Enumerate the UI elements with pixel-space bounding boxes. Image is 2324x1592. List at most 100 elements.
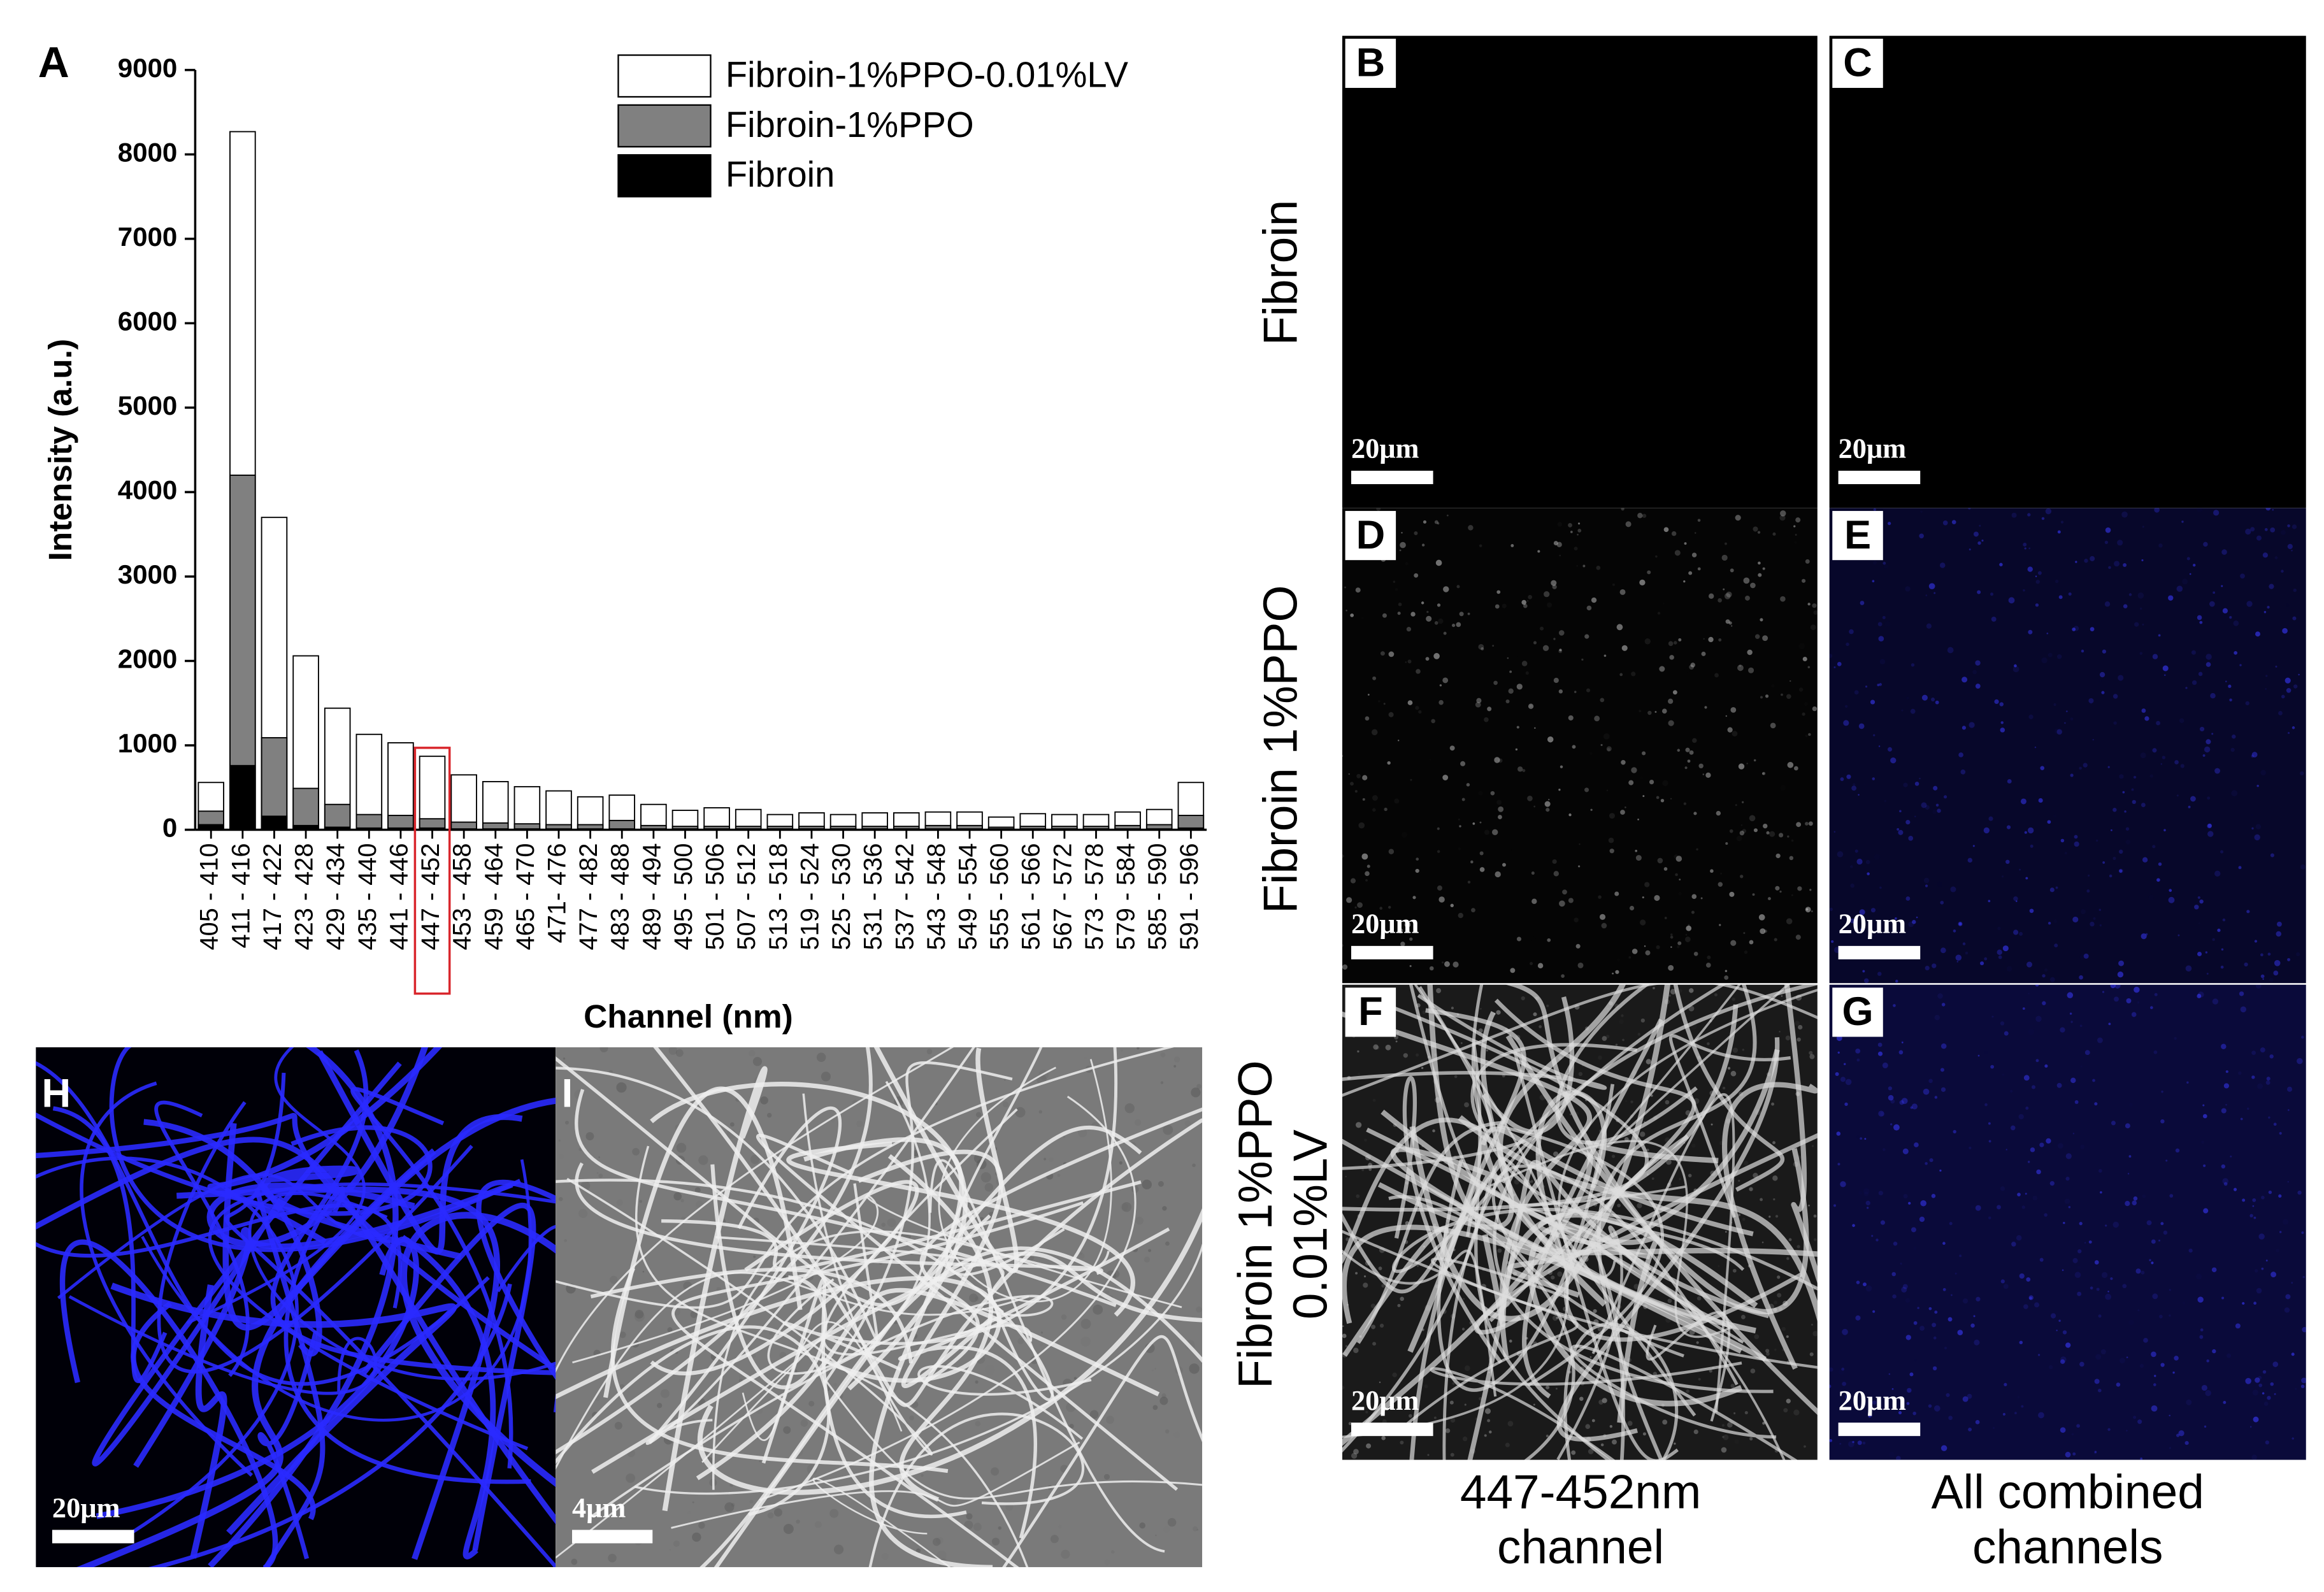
speckle	[1999, 702, 2004, 706]
speckle	[1877, 622, 1883, 627]
speckle	[1516, 684, 1523, 690]
speckle	[673, 1540, 680, 1547]
speckle	[1368, 1160, 1374, 1166]
speckle	[1981, 540, 1984, 542]
speckle	[2065, 1451, 2071, 1458]
speckle	[2189, 573, 2191, 575]
speckle	[1561, 974, 1565, 978]
speckle	[2021, 1205, 2026, 1209]
speckle	[2300, 1384, 2305, 1389]
x-tick-label: 525 - 530	[828, 843, 856, 950]
speckle	[2141, 559, 2144, 562]
speckle	[2119, 1358, 2125, 1364]
fiber	[154, 1100, 250, 1377]
speckle	[1732, 1047, 1739, 1053]
speckle	[1797, 886, 1802, 891]
speckle	[1709, 1369, 1712, 1373]
row-label: Fibroin 1%PPO	[1228, 1060, 1282, 1389]
speckle	[2070, 773, 2074, 777]
speckle	[2070, 1077, 2076, 1084]
speckle	[1577, 962, 1584, 968]
speckle	[1484, 717, 1489, 722]
speckle	[1606, 746, 1612, 752]
speckle	[1159, 1396, 1168, 1405]
speckle	[998, 1526, 1001, 1530]
speckle	[2124, 810, 2127, 813]
speckle	[1934, 1014, 1940, 1021]
speckle	[1696, 822, 1701, 828]
speckle	[1906, 1402, 1910, 1405]
x-axis-label: Channel (nm)	[584, 998, 793, 1035]
speckle	[2281, 694, 2285, 699]
speckle	[1797, 1245, 1800, 1249]
speckle	[1358, 822, 1365, 829]
speckle	[2049, 977, 2055, 982]
speckle	[1516, 726, 1519, 729]
speckle	[1733, 1412, 1736, 1414]
speckle	[1619, 1019, 1624, 1024]
fiber	[591, 1251, 1203, 1474]
speckle	[2050, 1313, 2056, 1319]
speckle	[1748, 667, 1754, 673]
speckle	[2128, 593, 2132, 596]
scale-bar	[1351, 1423, 1433, 1437]
speckle	[1877, 972, 1882, 976]
speckle	[1902, 1284, 1908, 1289]
speckle	[2096, 1287, 2100, 1291]
speckle	[1537, 550, 1540, 553]
speckle	[2267, 1396, 2271, 1400]
fiber	[823, 1061, 1013, 1384]
speckle	[1691, 1144, 1696, 1148]
speckle	[2002, 875, 2004, 878]
speckle	[1975, 684, 1981, 689]
speckle	[1049, 1158, 1054, 1163]
speckle	[1689, 664, 1695, 670]
bar	[419, 756, 446, 831]
speckle	[1873, 508, 1877, 512]
speckle	[2151, 1351, 2156, 1358]
speckle	[1937, 993, 1943, 999]
speckle	[1173, 1056, 1180, 1063]
fiber	[1522, 1018, 1663, 1399]
speckle	[1620, 810, 1625, 815]
y-tick-label: 5000	[118, 391, 178, 420]
speckle	[2148, 895, 2154, 901]
speckle	[808, 1400, 815, 1407]
speckle	[2060, 520, 2064, 524]
speckle	[1464, 1403, 1467, 1406]
speckle	[1491, 829, 1498, 836]
speckle	[616, 1082, 627, 1093]
speckle	[1437, 885, 1442, 891]
speckle	[1750, 582, 1756, 589]
speckle	[2105, 527, 2111, 533]
speckle	[1637, 513, 1643, 519]
speckle	[1860, 1137, 1863, 1140]
speckle	[1884, 564, 1888, 569]
speckle	[2095, 839, 2098, 842]
speckle	[1730, 1384, 1735, 1388]
speckle	[596, 1172, 599, 1174]
speckle	[1431, 719, 1435, 724]
speckle	[2264, 527, 2268, 531]
speckle	[1948, 1416, 1953, 1421]
speckle	[1433, 1416, 1437, 1419]
speckle	[1498, 815, 1502, 819]
speckle	[1196, 1084, 1201, 1089]
speckle	[1944, 1346, 1947, 1350]
speckle	[1749, 940, 1754, 945]
speckle	[1808, 1204, 1810, 1207]
fiber	[1342, 1001, 1649, 1212]
fiber	[634, 1243, 1203, 1495]
speckle	[1862, 970, 1865, 973]
speckle	[1707, 1042, 1710, 1045]
speckle	[2251, 827, 2254, 830]
speckle	[1478, 1028, 1483, 1033]
fiber	[143, 1119, 322, 1357]
speckle	[1911, 1103, 1918, 1110]
y-tick-label: 6000	[118, 306, 178, 336]
speckle	[833, 1544, 844, 1554]
speckle	[1962, 677, 1968, 683]
speckle	[1928, 1307, 1932, 1310]
speckle	[1458, 847, 1461, 850]
speckle	[1856, 858, 1863, 865]
